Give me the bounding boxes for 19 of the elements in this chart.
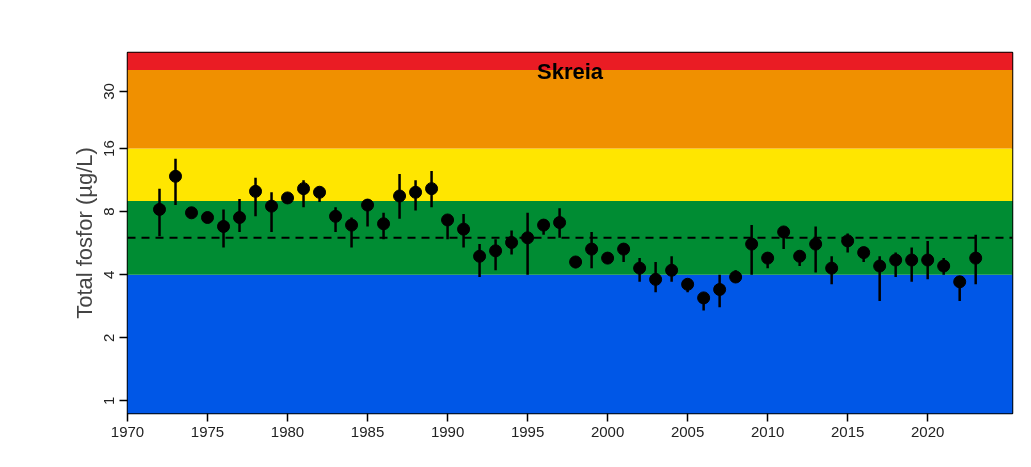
x-tick-label: 1980 (270, 422, 305, 440)
x-tick-label: 2000 (590, 422, 625, 440)
y-tick-label: 8 (100, 207, 118, 216)
x-tick-label: 1995 (510, 422, 545, 440)
y-tick-label: 30 (100, 83, 118, 100)
chart-title: Skreia (536, 58, 604, 84)
y-axis-title: Total fosfor (µg/L) (71, 147, 97, 319)
x-tick-label: 2020 (911, 422, 945, 440)
x-tick-label: 1990 (430, 422, 465, 440)
x-tick-label: 2010 (750, 422, 785, 440)
y-tick-label: 4 (100, 270, 118, 279)
x-tick-label: 2015 (830, 422, 865, 440)
y-tick-label: 2 (100, 333, 118, 342)
x-tick-label: 1975 (190, 422, 225, 440)
y-tick-label: 1 (100, 396, 118, 405)
y-tick-label: 16 (100, 140, 118, 157)
x-tick-label: 2005 (670, 422, 705, 440)
x-tick-label: 1970 (110, 422, 145, 440)
x-tick-label: 1985 (350, 422, 385, 440)
